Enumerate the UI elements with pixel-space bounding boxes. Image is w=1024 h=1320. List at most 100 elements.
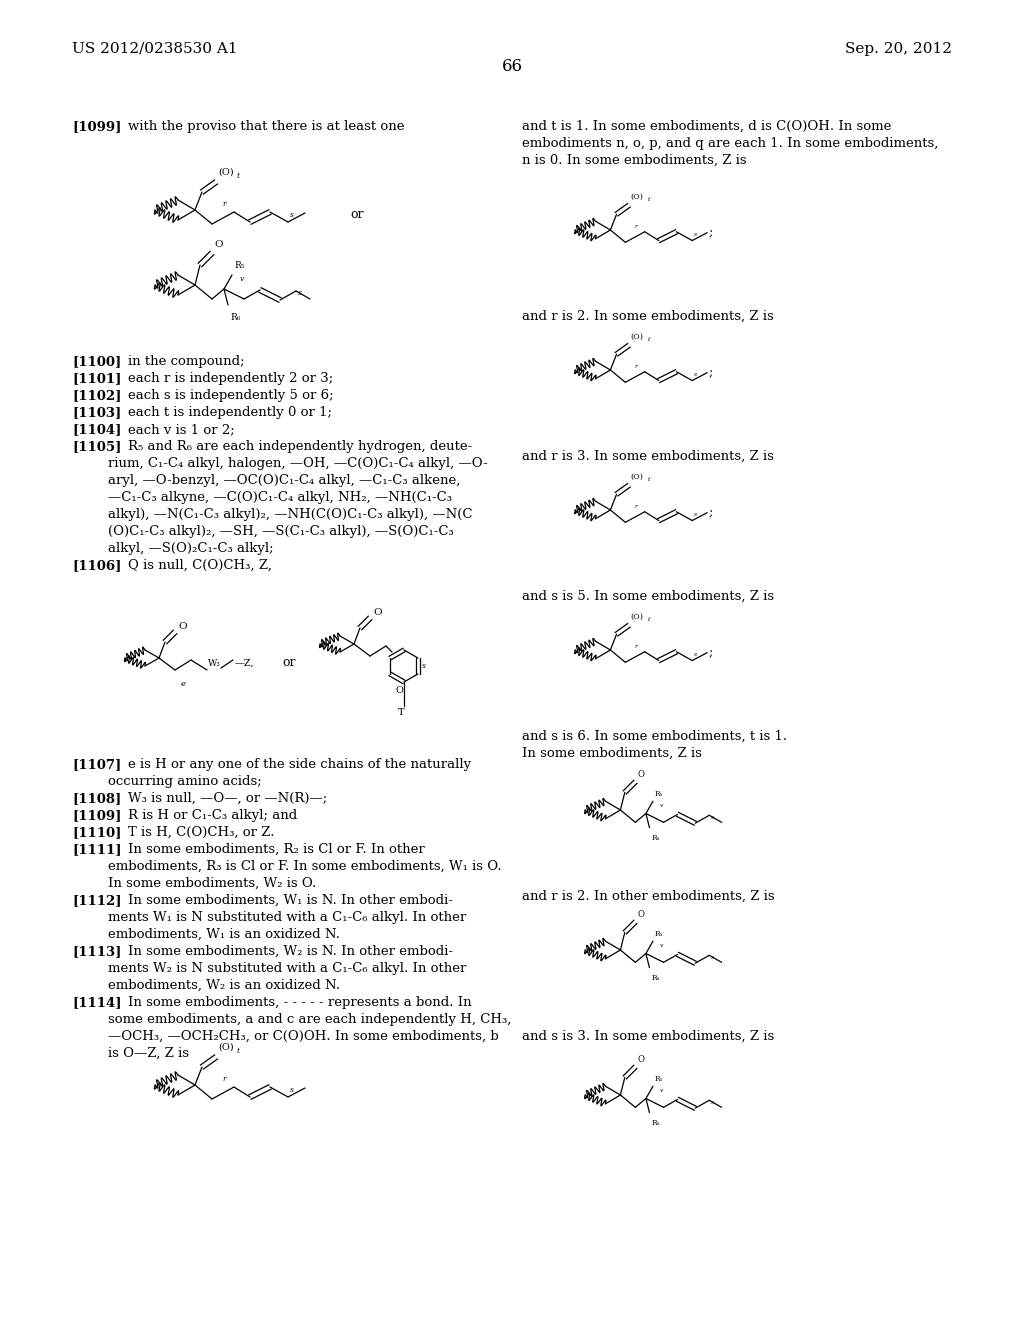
Text: or: or (350, 209, 364, 222)
Text: [1112]: [1112] (72, 894, 122, 907)
Text: O: O (396, 686, 403, 696)
Text: [1103]: [1103] (72, 407, 121, 418)
Text: t: t (647, 337, 650, 342)
Text: occurring amino acids;: occurring amino acids; (108, 775, 262, 788)
Text: [1114]: [1114] (72, 997, 122, 1008)
Text: v: v (660, 1088, 664, 1093)
Text: In some embodiments, W₁ is N. In other embodi-: In some embodiments, W₁ is N. In other e… (128, 894, 453, 907)
Text: s: s (290, 211, 294, 219)
Text: O: O (637, 1056, 644, 1064)
Text: with the proviso that there is at least one: with the proviso that there is at least … (128, 120, 404, 133)
Text: ;: ; (709, 366, 713, 379)
Text: T is H, C(O)CH₃, or Z.: T is H, C(O)CH₃, or Z. (128, 826, 274, 840)
Text: W₃: W₃ (208, 660, 221, 668)
Text: embodiments n, o, p, and q are each 1. In some embodiments,: embodiments n, o, p, and q are each 1. I… (522, 137, 938, 150)
Text: (O): (O) (631, 473, 644, 480)
Text: e: e (180, 680, 185, 688)
Text: [1109]: [1109] (72, 809, 122, 822)
Text: in the compound;: in the compound; (128, 355, 245, 368)
Text: (O): (O) (631, 333, 644, 341)
Text: R₆: R₆ (651, 974, 659, 982)
Text: [1108]: [1108] (72, 792, 121, 805)
Text: t: t (237, 172, 240, 180)
Text: s: s (694, 512, 697, 517)
Text: [1100]: [1100] (72, 355, 121, 368)
Text: and s is 5. In some embodiments, Z is: and s is 5. In some embodiments, Z is (522, 590, 774, 603)
Text: and r is 2. In other embodiments, Z is: and r is 2. In other embodiments, Z is (522, 890, 774, 903)
Text: v: v (660, 804, 664, 808)
Text: [1099]: [1099] (72, 120, 122, 133)
Text: t: t (647, 197, 650, 202)
Text: r: r (635, 364, 637, 370)
Text: each t is independently 0 or 1;: each t is independently 0 or 1; (128, 407, 332, 418)
Text: each v is 1 or 2;: each v is 1 or 2; (128, 422, 234, 436)
Text: ments W₂ is N substituted with a C₁-C₆ alkyl. In other: ments W₂ is N substituted with a C₁-C₆ a… (108, 962, 466, 975)
Text: O: O (637, 911, 644, 920)
Text: [1113]: [1113] (72, 945, 122, 958)
Text: aryl, —O-benzyl, —OC(O)C₁-C₄ alkyl, —C₁-C₃ alkene,: aryl, —O-benzyl, —OC(O)C₁-C₄ alkyl, —C₁-… (108, 474, 461, 487)
Text: v: v (240, 275, 244, 282)
Text: r: r (222, 1074, 226, 1082)
Text: R₆: R₆ (651, 834, 659, 842)
Text: s: s (298, 289, 302, 297)
Text: embodiments, W₂ is an oxidized N.: embodiments, W₂ is an oxidized N. (108, 979, 340, 993)
Text: —Z,: —Z, (234, 659, 255, 668)
Text: In some embodiments, Z is: In some embodiments, Z is (522, 747, 701, 760)
Text: t: t (647, 616, 650, 622)
Text: embodiments, W₁ is an oxidized N.: embodiments, W₁ is an oxidized N. (108, 928, 340, 941)
Text: [1110]: [1110] (72, 826, 122, 840)
Text: [1111]: [1111] (72, 843, 122, 855)
Text: R₆: R₆ (651, 1119, 659, 1127)
Text: [1106]: [1106] (72, 558, 122, 572)
Text: some embodiments, a and c are each independently H, CH₃,: some embodiments, a and c are each indep… (108, 1012, 511, 1026)
Text: R₅: R₅ (654, 1076, 664, 1084)
Text: In some embodiments, - - - - - represents a bond. In: In some embodiments, - - - - - represent… (128, 997, 472, 1008)
Text: [1102]: [1102] (72, 389, 122, 403)
Text: (O): (O) (218, 1043, 233, 1052)
Text: (O): (O) (631, 612, 644, 620)
Text: R₅ and R₆ are each independently hydrogen, deute-: R₅ and R₆ are each independently hydroge… (128, 440, 472, 453)
Text: R₅: R₅ (234, 260, 245, 269)
Text: R₅: R₅ (654, 931, 664, 939)
Text: W₃ is null, —O—, or —N(R)—;: W₃ is null, —O—, or —N(R)—; (128, 792, 328, 805)
Text: is O—Z, Z is: is O—Z, Z is (108, 1047, 189, 1060)
Text: s: s (290, 1086, 294, 1094)
Text: [1104]: [1104] (72, 422, 122, 436)
Text: r: r (635, 224, 637, 230)
Text: alkyl, —S(O)₂C₁-C₃ alkyl;: alkyl, —S(O)₂C₁-C₃ alkyl; (108, 543, 273, 554)
Text: r: r (635, 644, 637, 649)
Text: US 2012/0238530 A1: US 2012/0238530 A1 (72, 42, 238, 55)
Text: O: O (637, 771, 644, 779)
Text: s: s (711, 1100, 714, 1105)
Text: alkyl), —N(C₁-C₃ alkyl)₂, —NH(C(O)C₁-C₃ alkyl), —N(C: alkyl), —N(C₁-C₃ alkyl)₂, —NH(C(O)C₁-C₃ … (108, 508, 472, 521)
Text: each r is independently 2 or 3;: each r is independently 2 or 3; (128, 372, 333, 385)
Text: Q is null, C(O)CH₃, Z,: Q is null, C(O)CH₃, Z, (128, 558, 272, 572)
Text: —OCH₃, —OCH₂CH₃, or C(O)OH. In some embodiments, b: —OCH₃, —OCH₂CH₃, or C(O)OH. In some embo… (108, 1030, 499, 1043)
Text: r: r (635, 504, 637, 510)
Text: (O): (O) (218, 168, 233, 177)
Text: r: r (222, 201, 226, 209)
Text: s: s (711, 814, 714, 820)
Text: —C₁-C₃ alkyne, —C(O)C₁-C₄ alkyl, NH₂, —NH(C₁-C₃: —C₁-C₃ alkyne, —C(O)C₁-C₄ alkyl, NH₂, —N… (108, 491, 452, 504)
Text: t: t (647, 477, 650, 482)
Text: n is 0. In some embodiments, Z is: n is 0. In some embodiments, Z is (522, 154, 746, 168)
Text: Sep. 20, 2012: Sep. 20, 2012 (845, 42, 952, 55)
Text: ;: ; (709, 226, 713, 239)
Text: s: s (694, 372, 697, 378)
Text: s: s (711, 954, 714, 960)
Text: e is H or any one of the side chains of the naturally: e is H or any one of the side chains of … (128, 758, 471, 771)
Text: O: O (214, 240, 222, 249)
Text: T: T (397, 708, 404, 717)
Text: In some embodiments, W₂ is N. In other embodi-: In some embodiments, W₂ is N. In other e… (128, 945, 453, 958)
Text: R₆: R₆ (230, 313, 241, 322)
Text: [1107]: [1107] (72, 758, 121, 771)
Text: O: O (178, 622, 186, 631)
Text: embodiments, R₃ is Cl or F. In some embodiments, W₁ is O.: embodiments, R₃ is Cl or F. In some embo… (108, 861, 502, 873)
Text: and r is 2. In some embodiments, Z is: and r is 2. In some embodiments, Z is (522, 310, 774, 323)
Text: R₅: R₅ (654, 791, 664, 799)
Text: v: v (660, 944, 664, 948)
Text: s: s (694, 652, 697, 657)
Text: or: or (282, 656, 296, 668)
Text: and s is 3. In some embodiments, Z is: and s is 3. In some embodiments, Z is (522, 1030, 774, 1043)
Text: In some embodiments, R₂ is Cl or F. In other: In some embodiments, R₂ is Cl or F. In o… (128, 843, 425, 855)
